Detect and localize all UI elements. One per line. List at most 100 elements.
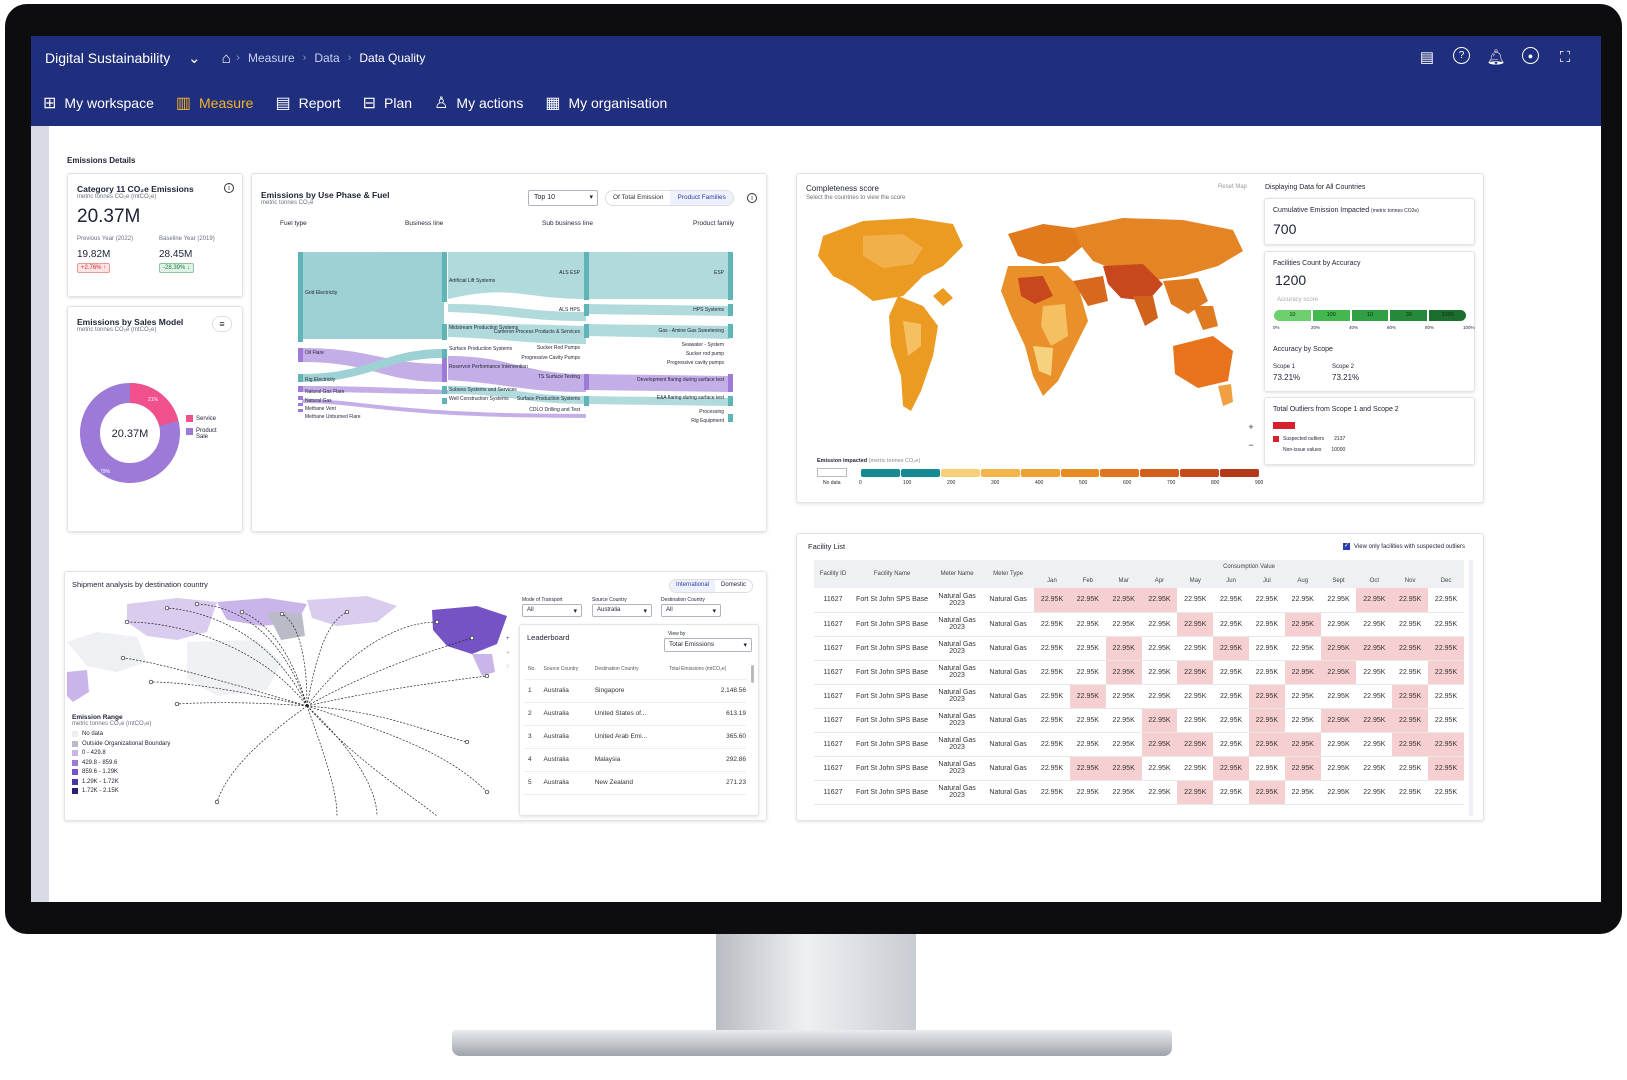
consumption-cell[interactable]: 22.95K (1392, 660, 1429, 685)
consumption-cell[interactable]: 22.95K (1320, 756, 1357, 781)
toggle-total-emission[interactable]: Of Total Emission (613, 194, 664, 201)
facility-header[interactable]: Facility Name (873, 571, 911, 577)
consumption-cell[interactable]: 22.95K (1034, 684, 1070, 709)
consumption-cell[interactable]: 22.95K (1248, 732, 1285, 757)
zoom-out-button[interactable]: − (1248, 440, 1254, 450)
consumption-cell[interactable]: 22.95K (1105, 780, 1142, 805)
consumption-cell[interactable]: 22.95K (1284, 684, 1321, 709)
consumption-cell[interactable]: 22.95K (1356, 588, 1393, 613)
consumption-cell[interactable]: 22.95K (1248, 588, 1285, 613)
filter-destination-select[interactable]: All (661, 604, 721, 617)
consumption-cell[interactable]: 22.95K (1428, 756, 1464, 781)
consumption-cell[interactable]: 22.95K (1105, 756, 1142, 781)
consumption-cell[interactable]: 22.95K (1356, 612, 1393, 637)
facility-scrollbar[interactable] (1469, 560, 1473, 816)
consumption-cell[interactable]: 22.95K (1141, 732, 1178, 757)
filter-transport-select[interactable]: All (522, 604, 582, 617)
consumption-cell[interactable]: 22.95K (1105, 612, 1142, 637)
consumption-cell[interactable]: 22.95K (1428, 660, 1464, 685)
consumption-cell[interactable]: 22.95K (1141, 684, 1178, 709)
consumption-cell[interactable]: 22.95K (1177, 708, 1214, 733)
consumption-cell[interactable]: 22.95K (1213, 636, 1249, 661)
consumption-cell[interactable]: 22.95K (1356, 684, 1393, 709)
consumption-cell[interactable]: 22.95K (1284, 612, 1321, 637)
consumption-cell[interactable]: 22.95K (1392, 612, 1429, 637)
reset-map-link[interactable]: Reset Map (1218, 184, 1248, 190)
consumption-cell[interactable]: 22.95K (1428, 612, 1464, 637)
month-header[interactable]: Dec (1440, 578, 1452, 584)
consumption-cell[interactable]: 22.95K (1177, 780, 1214, 805)
facility-header[interactable]: Meter Name (940, 571, 974, 577)
consumption-cell[interactable]: 22.95K (1069, 612, 1106, 637)
consumption-cell[interactable]: 22.95K (1428, 780, 1464, 805)
view-by-select[interactable]: Total Emissions (664, 638, 752, 652)
consumption-cell[interactable]: 22.95K (1356, 732, 1393, 757)
consumption-cell[interactable]: 22.95K (1248, 756, 1285, 781)
shipment-flow-map[interactable] (67, 592, 522, 820)
consumption-cell[interactable]: 22.95K (1141, 708, 1178, 733)
consumption-cell[interactable]: 22.95K (1248, 612, 1285, 637)
consumption-cell[interactable]: 22.95K (1428, 684, 1464, 709)
consumption-cell[interactable]: 22.95K (1248, 708, 1285, 733)
consumption-cell[interactable]: 22.95K (1213, 684, 1249, 709)
zoom-out-button[interactable]: − (506, 650, 510, 656)
consumption-cell[interactable]: 22.95K (1069, 684, 1106, 709)
consumption-cell[interactable]: 22.95K (1034, 708, 1070, 733)
toggle-product-families[interactable]: Product Families (670, 191, 733, 205)
consumption-cell[interactable]: 22.95K (1105, 636, 1142, 661)
consumption-cell[interactable]: 22.95K (1105, 732, 1142, 757)
consumption-cell[interactable]: 22.95K (1069, 756, 1106, 781)
consumption-cell[interactable]: 22.95K (1105, 684, 1142, 709)
info-icon[interactable]: i (224, 183, 234, 193)
table-row[interactable]: 11627 Fort St John SPS Base Natural Gas 20… (814, 780, 1464, 805)
leaderboard-row[interactable]: 2 Australia United States of... 613.19 (524, 702, 746, 726)
consumption-cell[interactable]: 22.95K (1034, 588, 1070, 613)
consumption-cell[interactable]: 22.95K (1141, 636, 1178, 661)
consumption-cell[interactable]: 22.95K (1069, 708, 1106, 733)
consumption-cell[interactable]: 22.95K (1320, 660, 1357, 685)
consumption-cell[interactable]: 22.95K (1034, 660, 1070, 685)
consumption-cell[interactable]: 22.95K (1177, 588, 1214, 613)
consumption-cell[interactable]: 22.95K (1141, 660, 1178, 685)
nav-my-organisation[interactable]: ▦ My organisation (545, 93, 667, 113)
consumption-cell[interactable]: 22.95K (1392, 684, 1429, 709)
top-n-select[interactable]: Top 10 (528, 190, 598, 206)
nav-report[interactable]: ▤ Report (275, 93, 340, 113)
month-header[interactable]: Apr (1154, 578, 1165, 584)
consumption-cell[interactable]: 22.95K (1248, 684, 1285, 709)
consumption-cell[interactable]: 22.95K (1428, 708, 1464, 733)
month-header[interactable]: Mar (1118, 578, 1129, 584)
accuracy-segment[interactable]: 10 (1274, 310, 1311, 321)
consumption-cell[interactable]: 22.95K (1141, 780, 1178, 805)
table-row[interactable]: 11627 Fort St John SPS Base Natural Gas 20… (814, 636, 1464, 661)
checkbox-checked-icon[interactable]: ✓ (1343, 543, 1351, 550)
donut-service-slice[interactable] (80, 383, 180, 483)
consumption-cell[interactable]: 22.95K (1428, 636, 1464, 661)
facility-header[interactable]: Meter Type (993, 571, 1024, 577)
consumption-cell[interactable]: 22.95K (1213, 732, 1249, 757)
consumption-cell[interactable]: 22.95K (1392, 756, 1429, 781)
consumption-cell[interactable]: 22.95K (1248, 780, 1285, 805)
consumption-cell[interactable]: 22.95K (1069, 780, 1106, 805)
consumption-cell[interactable]: 22.95K (1284, 588, 1321, 613)
consumption-cell[interactable]: 22.95K (1356, 708, 1393, 733)
consumption-cell[interactable]: 22.95K (1034, 756, 1070, 781)
consumption-cell[interactable]: 22.95K (1392, 708, 1429, 733)
toggle-domestic[interactable]: Domestic (721, 582, 747, 588)
consumption-cell[interactable]: 22.95K (1428, 588, 1464, 613)
consumption-cell[interactable]: 22.95K (1320, 780, 1357, 805)
consumption-cell[interactable]: 22.95K (1392, 732, 1429, 757)
consumption-cell[interactable]: 22.95K (1356, 636, 1393, 661)
consumption-cell[interactable]: 22.95K (1177, 612, 1214, 637)
consumption-cell[interactable]: 22.95K (1034, 732, 1070, 757)
consumption-cell[interactable]: 22.95K (1284, 780, 1321, 805)
consumption-cell[interactable]: 22.95K (1069, 732, 1106, 757)
month-header[interactable]: Jun (1226, 578, 1236, 584)
consumption-cell[interactable]: 22.95K (1284, 660, 1321, 685)
table-row[interactable]: 11627 Fort St John SPS Base Natural Gas 20… (814, 756, 1464, 781)
consumption-cell[interactable]: 22.95K (1320, 732, 1357, 757)
info-icon[interactable]: i (747, 193, 757, 203)
consumption-cell[interactable]: 22.95K (1392, 780, 1429, 805)
completeness-world-map[interactable] (803, 206, 1257, 446)
table-row[interactable]: 11627 Fort St John SPS Base Natural Gas 20… (814, 684, 1464, 709)
